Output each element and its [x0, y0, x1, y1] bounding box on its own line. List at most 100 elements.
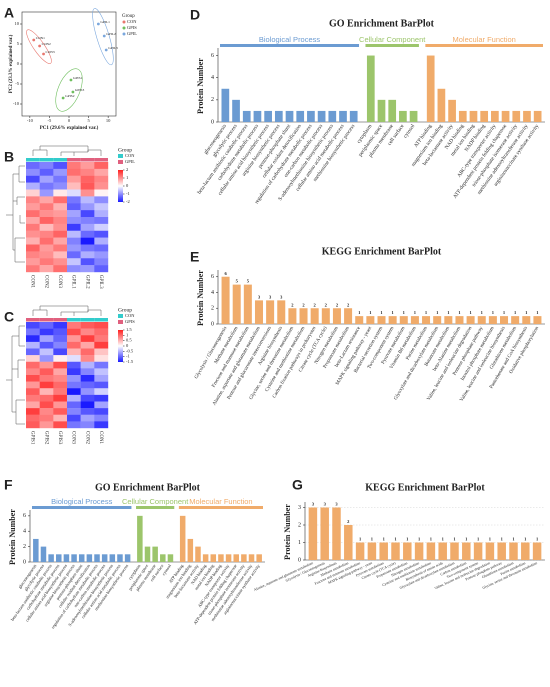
heat-cell [53, 328, 68, 336]
point [102, 34, 106, 38]
heat-cell [80, 162, 95, 170]
legend-label: CON [127, 19, 137, 24]
legend-label: CON [125, 313, 135, 318]
bar [344, 525, 353, 560]
heat-cell [67, 401, 81, 409]
x-tick-label: 10 [106, 118, 111, 123]
heat-cell [39, 322, 54, 329]
heat-cell [53, 408, 68, 415]
data-label: 2 [336, 302, 339, 307]
heat-cell [80, 182, 95, 190]
heat-cell [26, 322, 40, 329]
data-label: 1 [503, 310, 506, 315]
heat-cell [53, 335, 68, 343]
y-tick-label: 3 [298, 505, 301, 511]
bar [391, 542, 400, 560]
point-label: CON3 [46, 50, 55, 54]
heat-cell [67, 388, 81, 396]
heat-cell [53, 244, 68, 252]
panel-label: G [292, 477, 303, 493]
y-tick-label: 6 [23, 513, 26, 519]
heat-cell [26, 421, 40, 429]
heat-cell [39, 182, 54, 190]
data-label: 1 [525, 310, 528, 315]
bar [426, 542, 436, 560]
heat-cell [94, 414, 109, 422]
heat-cell [39, 237, 54, 245]
legend-title: Group [118, 307, 132, 313]
y-tick-label: -10 [13, 101, 20, 106]
bar [332, 507, 341, 560]
bar [485, 542, 495, 560]
group-label: Biological Process [259, 35, 321, 44]
heat-cell [94, 175, 109, 183]
data-label: 1 [501, 537, 504, 542]
heat-cell [53, 162, 68, 170]
colorbar-label: 2 [126, 167, 128, 172]
heat-cell [67, 322, 81, 329]
heat-cell [67, 355, 81, 362]
bar [367, 542, 377, 560]
y-axis-label: Protein Number [196, 270, 205, 326]
point [42, 52, 45, 56]
point [69, 78, 73, 82]
bar [221, 276, 230, 324]
bar [450, 542, 459, 560]
bar [512, 110, 521, 122]
heat-cell [80, 341, 95, 349]
bar [377, 316, 386, 324]
heat-cell [94, 388, 109, 396]
data-label: 5 [247, 279, 250, 284]
heat-cell [26, 328, 40, 336]
y-tick-label: 0 [17, 61, 20, 66]
y-axis-label: Protein Number [196, 58, 205, 114]
heat-cell [94, 335, 109, 343]
heat-cell [94, 237, 109, 245]
heat-cell [67, 265, 81, 273]
data-label: 1 [430, 537, 433, 542]
panel-label: A [4, 5, 14, 21]
heat-cell [94, 223, 109, 231]
bar [349, 110, 358, 122]
data-label: 1 [406, 537, 409, 542]
heat-cell [94, 375, 109, 382]
bar [448, 99, 456, 122]
heat-cell [39, 258, 54, 266]
bar [473, 542, 483, 560]
group-annotation [26, 158, 40, 162]
heat-cell [94, 361, 109, 369]
bar [444, 316, 453, 324]
heat-cell [94, 217, 109, 225]
confidence-ellipse [92, 8, 114, 66]
heat-cell [80, 322, 95, 329]
heat-cell [39, 328, 54, 336]
bar [308, 507, 318, 560]
axis-line [304, 502, 545, 561]
point-label: GPIL3 [108, 46, 118, 50]
data-label: 2 [325, 302, 328, 307]
heat-cell [26, 341, 40, 349]
bar [225, 554, 232, 562]
heat-cell [80, 328, 95, 336]
heat-cell [53, 401, 68, 409]
group-label: Molecular Function [189, 497, 252, 506]
heat-cell [67, 223, 81, 231]
legend-swatch [122, 32, 126, 36]
bar [63, 554, 70, 562]
bar [426, 55, 435, 122]
y-tick-label: 1 [298, 540, 301, 546]
bar [124, 554, 131, 562]
colorbar-label: 0 [126, 343, 129, 348]
column-label: CON2 [84, 431, 89, 445]
heat-cell [94, 258, 109, 266]
x-tick-label: -10 [27, 118, 34, 123]
bar [277, 300, 286, 324]
x-tick-label: cytosol [403, 123, 417, 139]
heat-cell [94, 162, 109, 170]
heat-cell [80, 168, 95, 176]
heat-cell [67, 381, 81, 389]
heat-cell [26, 401, 40, 409]
heat-cell [67, 258, 81, 266]
group-bar [136, 506, 175, 509]
heat-cell [67, 375, 81, 382]
